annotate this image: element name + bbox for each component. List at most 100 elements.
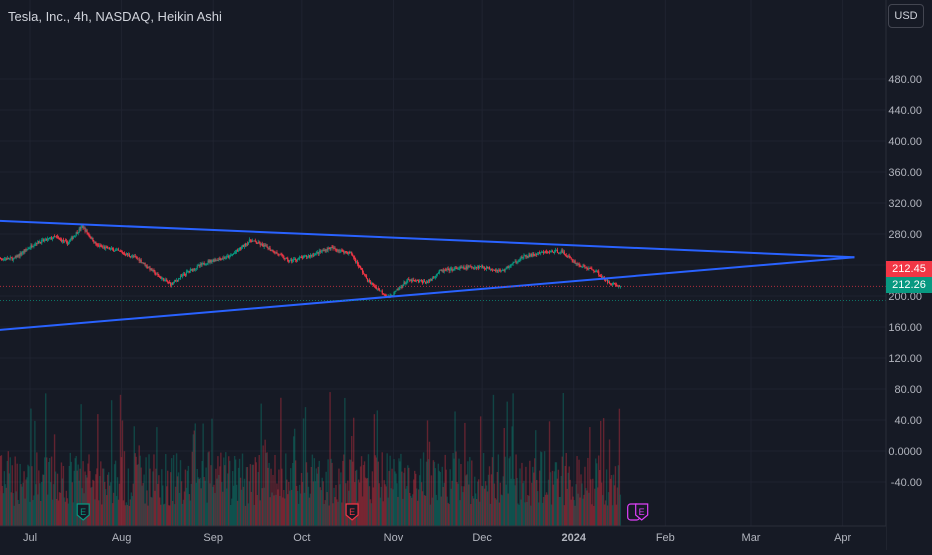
candle-body — [471, 267, 472, 268]
candle-body — [572, 260, 573, 261]
candle-body — [195, 269, 196, 270]
price-tick-label: 160.00 — [888, 322, 922, 334]
candle-body — [484, 267, 485, 268]
candle-body — [482, 266, 483, 268]
candle-body — [593, 270, 594, 271]
candle-body — [598, 271, 599, 275]
candle-body — [225, 258, 226, 259]
candle-body — [21, 253, 22, 254]
candle-body — [609, 282, 610, 284]
candle-body — [49, 238, 50, 239]
candle-body — [506, 268, 507, 270]
candle-body — [298, 259, 299, 260]
candle-body — [595, 271, 596, 272]
candle-body — [335, 249, 336, 250]
candle-body — [505, 269, 506, 270]
candle-body — [129, 254, 130, 256]
candle-body — [87, 233, 88, 234]
candle-body — [406, 281, 407, 282]
candle-body — [86, 230, 87, 233]
candle-body — [222, 259, 223, 260]
time-tick-label: Nov — [384, 532, 404, 544]
candle-body — [424, 281, 425, 282]
candle-body — [522, 257, 523, 258]
candle-body — [196, 268, 197, 269]
candle-body — [157, 274, 158, 275]
prev-close-tag: 212.26 — [886, 277, 932, 293]
earnings-badge-label: E — [639, 507, 645, 517]
candle-body — [57, 237, 58, 238]
candle-body — [342, 250, 343, 252]
candle-body — [44, 240, 45, 241]
candle-body — [314, 255, 315, 256]
candle-body — [509, 267, 510, 268]
candle-body — [434, 278, 435, 279]
candle-body — [513, 262, 514, 263]
price-tick-label: 280.00 — [888, 229, 922, 241]
candle-body — [26, 249, 27, 250]
candle-body — [463, 267, 464, 269]
candle-body — [232, 254, 233, 255]
price-tick-label: 0.0000 — [888, 446, 922, 458]
candle-body — [282, 255, 283, 256]
candle-body — [88, 234, 89, 236]
earnings-badge-label: E — [349, 507, 355, 517]
candle-body — [158, 275, 159, 277]
candle-body — [153, 270, 154, 271]
candle-body — [81, 226, 82, 229]
candle-body — [512, 264, 513, 265]
candle-body — [489, 267, 490, 270]
candle-body — [211, 261, 212, 262]
candle-body — [591, 268, 592, 269]
candle-body — [33, 246, 34, 247]
candle-body — [357, 261, 358, 264]
symbol-legend: Tesla, Inc., 4h, NASDAQ, Heikin Ashi — [8, 9, 222, 24]
candle-body — [599, 275, 600, 276]
candle-body — [384, 294, 385, 295]
candle-body — [374, 286, 375, 287]
candle-body — [204, 263, 205, 265]
candle-body — [269, 248, 270, 250]
candle-body — [182, 275, 183, 276]
candle-body — [75, 236, 76, 237]
candle-body — [372, 283, 373, 284]
candle-body — [366, 275, 367, 278]
candle-body — [241, 247, 242, 249]
currency-button[interactable]: USD — [888, 4, 924, 28]
candle-body — [52, 239, 53, 240]
time-tick-label: Mar — [742, 532, 761, 544]
candle-body — [571, 258, 572, 260]
price-tick-label: 480.00 — [888, 74, 922, 86]
candle-body — [560, 252, 561, 253]
candle-body — [570, 256, 571, 257]
candle-body — [122, 252, 123, 253]
candle-body — [398, 288, 399, 289]
candle-body — [267, 245, 268, 247]
candle-body — [557, 250, 558, 252]
time-tick-label: Feb — [656, 532, 675, 544]
candle-body — [70, 239, 71, 240]
candle-body — [206, 263, 207, 264]
candle-body — [533, 254, 534, 256]
candle-body — [458, 269, 459, 270]
candle-body — [34, 244, 35, 245]
candle-body — [235, 252, 236, 253]
candle-body — [365, 275, 366, 276]
time-tick-label: 2024 — [561, 532, 586, 544]
candle-body — [353, 256, 354, 258]
candle-body — [518, 261, 519, 262]
candle-body — [419, 281, 420, 282]
candle-body — [511, 264, 512, 266]
candle-body — [581, 266, 582, 267]
candle-body — [438, 273, 439, 274]
candle-body — [453, 268, 454, 270]
time-tick-label: Oct — [293, 532, 310, 544]
candle-body — [369, 280, 370, 281]
price-tick-label: 360.00 — [888, 167, 922, 179]
candle-body — [537, 254, 538, 255]
candle-body — [112, 248, 113, 249]
candle-body — [272, 250, 273, 252]
candle-body — [256, 242, 257, 243]
